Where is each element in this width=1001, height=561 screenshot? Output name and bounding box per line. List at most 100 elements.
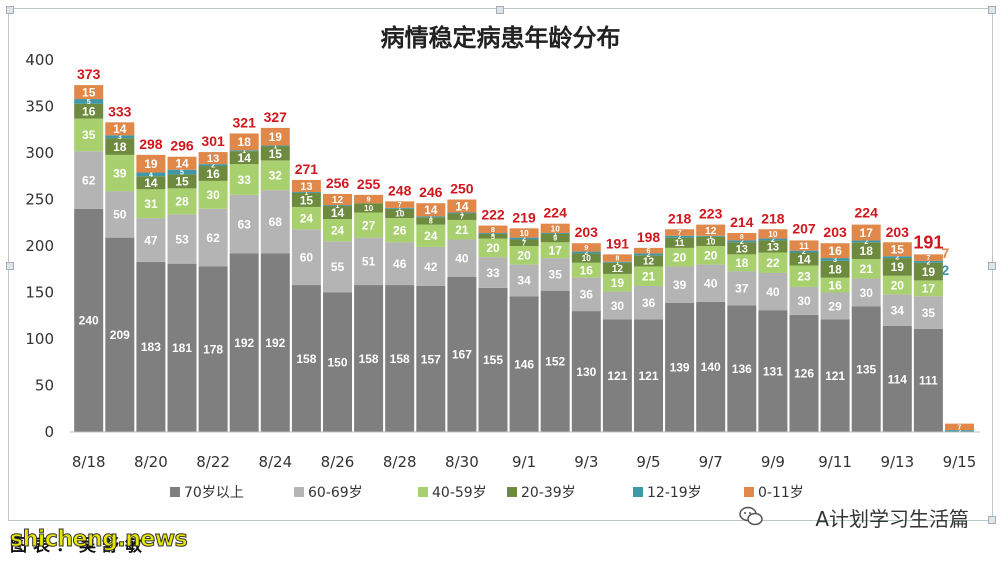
resize-handle[interactable] [988,6,996,14]
y-tick-label: 400 [25,51,54,69]
legend-swatch [294,487,304,497]
segment-label: 2 [740,239,744,246]
bar-segment [385,285,415,432]
segment-label: 19 [269,130,283,144]
bar-segment [354,237,384,286]
segment-label: 12 [332,195,344,206]
x-tick-label: 8/30 [445,453,479,471]
segment-label: 5 [180,170,184,177]
bar-segment [913,328,943,432]
segment-label: 60 [300,250,314,264]
segment-label: 135 [856,363,876,377]
segment-label: 15 [891,243,905,257]
total-label: 327 [264,109,288,125]
bar-segment [540,233,570,243]
legend-label: 60-69岁 [308,485,363,501]
bar-segment [74,85,104,100]
bar-segment [478,257,508,288]
bar-segment [602,319,632,432]
segment-label: 14 [238,151,252,165]
segment-label: 2 [647,252,651,259]
bar-segment [105,154,135,192]
segment-label: 19 [611,276,625,290]
bar-segment [447,276,477,432]
segment-label: 15 [269,147,283,161]
segment-label: 37 [735,282,749,296]
resize-handle[interactable] [496,6,504,14]
wechat-icon [739,506,763,526]
segment-label: 150 [327,356,347,370]
bar-segment [478,225,508,233]
resize-handle[interactable] [6,262,14,270]
bar-segment [447,219,477,240]
bar-segment [74,151,104,209]
bar-segment [260,145,290,147]
resize-handle[interactable] [6,6,14,14]
bar-segment [789,265,819,287]
bar-segment [354,194,384,204]
legend-label: 40-59岁 [432,485,487,501]
bar-segment [260,253,290,432]
total-label: 321 [233,114,257,130]
segment-label: 19 [891,260,905,274]
x-tick-label: 9/1 [512,453,536,471]
segment-label: 8 [491,227,495,234]
bar-segment [665,266,695,303]
bar-segment [229,150,259,152]
bar-segment [509,296,539,432]
segment-label: 7 [926,255,930,262]
bar-segment [478,238,508,258]
bar-segment [291,192,321,207]
resize-handle[interactable] [988,262,996,270]
legend-swatch [633,487,643,497]
segment-label: 16 [580,264,594,278]
segment-label: 18 [860,244,874,258]
segment-label: 158 [359,352,379,366]
bar-segment [540,232,570,234]
segment-label: 14 [113,122,127,136]
bar-segment [696,236,726,246]
legend-swatch [170,487,180,497]
segment-label: 209 [110,328,130,342]
total-label: 373 [77,66,101,82]
bar-segment [665,235,695,238]
segment-label: 3 [118,134,122,141]
total-label: 296 [170,138,194,154]
bar-segment [416,217,446,225]
segment-label: 6 [647,248,651,255]
bar-segment [571,311,601,432]
segment-label: 2 [211,163,215,170]
bar-segment [913,260,943,263]
total-label: 223 [699,206,723,222]
bar-segment [385,201,415,208]
bar-segment [602,262,632,274]
segment-label: 12 [705,226,717,237]
bar-segment [198,164,228,167]
bar-segment [571,243,601,252]
resize-handle[interactable] [988,516,996,524]
segment-label: 7 [678,230,682,237]
segment-label: 240 [79,314,99,328]
bar-segment [167,263,197,432]
segment-label: 24 [424,229,438,243]
bar-segment [696,235,726,237]
bar-segment [758,310,788,432]
bar-segment [385,207,415,209]
bar-segment [323,193,352,206]
bar-segment [167,156,197,170]
bar-segment [851,278,881,307]
segment-label: 20 [517,249,531,263]
segment-label: 158 [296,352,316,366]
segment-label: 23 [797,270,811,284]
bar-segment [665,237,695,248]
segment-label: 18 [735,256,749,270]
bar-segment [167,188,197,215]
bar-segment [105,237,135,432]
segment-label: 2 [942,262,950,278]
bar-segment [540,223,570,233]
bar-segment [105,191,135,238]
segment-label: 20 [704,249,718,263]
bar-segment [291,192,321,193]
total-label: 224 [855,205,879,221]
total-label: 207 [792,220,816,236]
